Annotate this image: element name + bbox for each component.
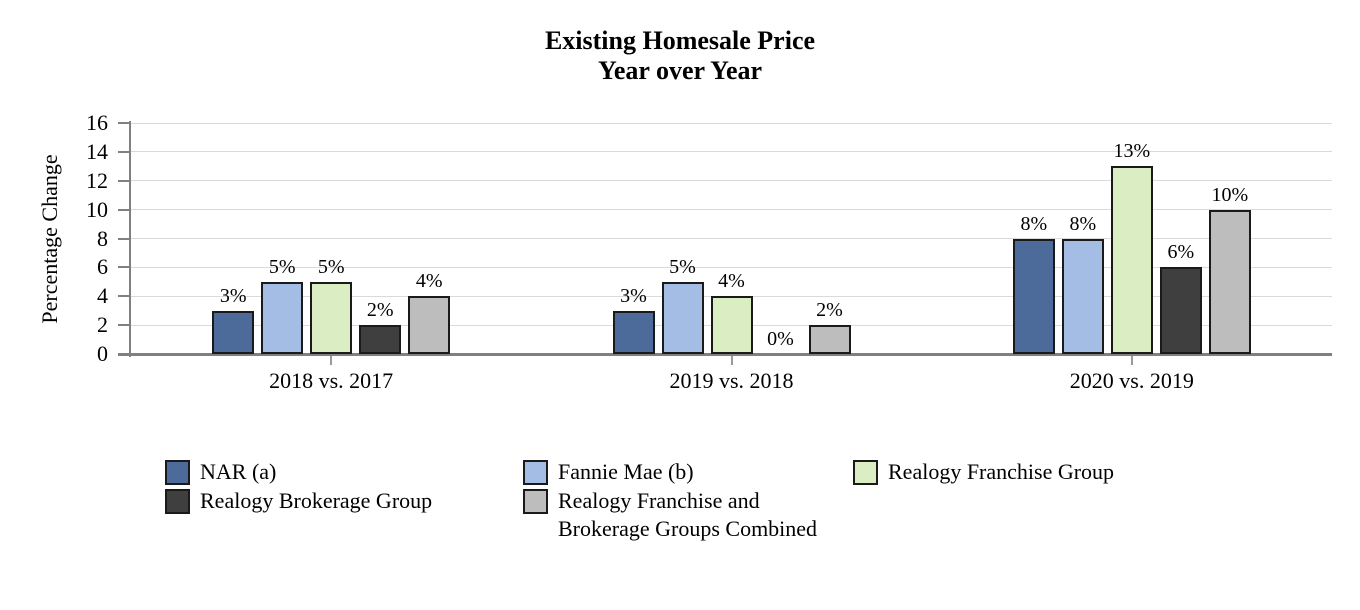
bar-value-label: 0% <box>767 328 794 350</box>
bar-value-label: 5% <box>317 255 345 278</box>
x-axis-tick <box>330 356 333 365</box>
bar-value-label: 2% <box>816 299 843 322</box>
y-axis-tick-label: 14 <box>86 138 108 164</box>
bar-value-label: 5% <box>669 255 696 278</box>
x-axis-category-label: 2019 vs. 2018 <box>669 368 794 393</box>
bar <box>359 325 402 354</box>
bar <box>1110 166 1153 354</box>
legend-swatch <box>523 460 548 485</box>
legend-label: Realogy Franchise Group <box>888 459 1115 484</box>
bar-value-label: 4% <box>718 270 745 293</box>
chart-title-line1: Existing Homesale Price <box>544 26 816 55</box>
bar-value-label: 13% <box>1113 140 1151 163</box>
bar <box>212 310 255 354</box>
bar-value-label: 5% <box>268 255 296 278</box>
legend-item: Realogy Franchise and Brokerage Groups C… <box>523 488 843 543</box>
legend-item: Realogy Brokerage Group <box>165 488 433 515</box>
y-axis-tick-label: 12 <box>86 167 108 193</box>
y-axis-tick <box>118 122 131 124</box>
bar <box>612 310 655 354</box>
y-axis-tick <box>118 324 131 327</box>
y-axis-tick <box>118 208 131 211</box>
legend-label: Realogy Brokerage Group <box>200 488 433 513</box>
chart-title: Existing Homesale Price Year over Year <box>0 26 1360 86</box>
y-axis-tick-label: 2 <box>97 312 108 338</box>
y-axis-tick-label: 4 <box>97 283 108 309</box>
legend-label: Fannie Mae (b) <box>558 459 694 484</box>
x-axis-tick <box>1130 356 1133 365</box>
bar <box>1061 238 1104 354</box>
y-axis-tick-label: 6 <box>97 254 108 280</box>
gridline <box>131 180 1332 182</box>
x-axis-tick <box>730 356 733 365</box>
bar <box>261 281 304 354</box>
bar <box>1208 209 1251 354</box>
bar-value-label: 4% <box>415 270 443 293</box>
y-axis-tick <box>118 295 131 298</box>
bar <box>661 281 704 354</box>
bar-value-label: 8% <box>1069 212 1097 235</box>
legend-label: NAR (a) <box>200 459 277 484</box>
legend-swatch <box>853 460 878 485</box>
bar-value-label: 2% <box>366 299 394 322</box>
y-axis-tick-label: 16 <box>86 110 108 135</box>
y-axis-tick-label: 0 <box>97 341 108 366</box>
y-axis-tick <box>118 150 131 153</box>
y-axis-tick <box>118 179 131 182</box>
x-axis-category-label: 2018 vs. 2017 <box>269 368 394 393</box>
y-axis-tick <box>118 266 131 269</box>
bar-value-label: 3% <box>219 284 247 307</box>
gridline <box>131 151 1332 153</box>
x-axis-category-label: 2020 vs. 2019 <box>1069 368 1194 393</box>
gridline <box>131 209 1332 211</box>
bar <box>808 325 851 354</box>
bar <box>1159 267 1202 354</box>
legend-item: Fannie Mae (b) <box>523 459 694 486</box>
bar-value-label: 8% <box>1020 212 1048 235</box>
bar-value-label: 10% <box>1211 183 1249 206</box>
y-axis-tick-label: 8 <box>97 225 108 251</box>
x-axis-baseline <box>118 353 1332 356</box>
y-axis-tick-label: 10 <box>86 196 108 222</box>
gridline <box>131 266 1332 268</box>
bar <box>408 296 451 354</box>
gridline <box>131 122 1332 124</box>
bar-value-label: 3% <box>620 284 647 307</box>
bar <box>1012 238 1055 354</box>
y-axis-tick <box>118 237 131 240</box>
bar <box>710 296 753 354</box>
legend-swatch <box>523 489 548 514</box>
legend-swatch <box>165 489 190 514</box>
legend-swatch <box>165 460 190 485</box>
bar <box>310 281 353 354</box>
bar-value-label: 6% <box>1167 241 1195 264</box>
legend-item: NAR (a) <box>165 459 277 486</box>
legend-label: Realogy Franchise and Brokerage Groups C… <box>558 488 818 541</box>
chart-title-line2: Year over Year <box>597 56 763 85</box>
legend-item: Realogy Franchise Group <box>853 459 1115 486</box>
gridline <box>131 238 1332 239</box>
